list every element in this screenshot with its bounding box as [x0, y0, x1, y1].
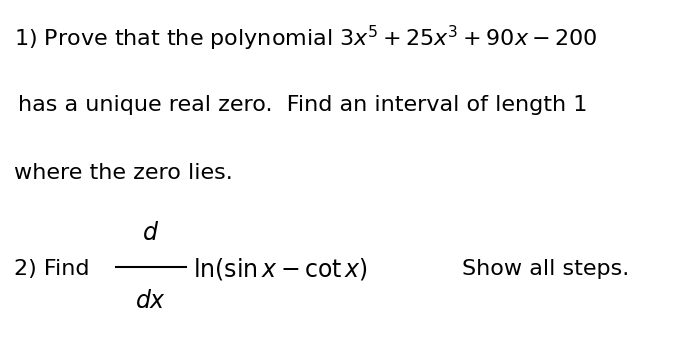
Text: $d$: $d$ — [142, 221, 159, 245]
Text: has a unique real zero.  Find an interval of length 1: has a unique real zero. Find an interval… — [18, 95, 587, 115]
Text: where the zero lies.: where the zero lies. — [14, 163, 232, 183]
Text: 1) Prove that the polynomial $3x^5 + 25x^3 + 90x - 200$: 1) Prove that the polynomial $3x^5 + 25x… — [14, 24, 598, 53]
Text: Show all steps.: Show all steps. — [462, 259, 629, 278]
Text: $dx$: $dx$ — [135, 289, 166, 313]
Text: $\ln(\sin x - \cot x)$: $\ln(\sin x - \cot x)$ — [193, 256, 368, 282]
Text: 2) Find: 2) Find — [14, 259, 90, 278]
